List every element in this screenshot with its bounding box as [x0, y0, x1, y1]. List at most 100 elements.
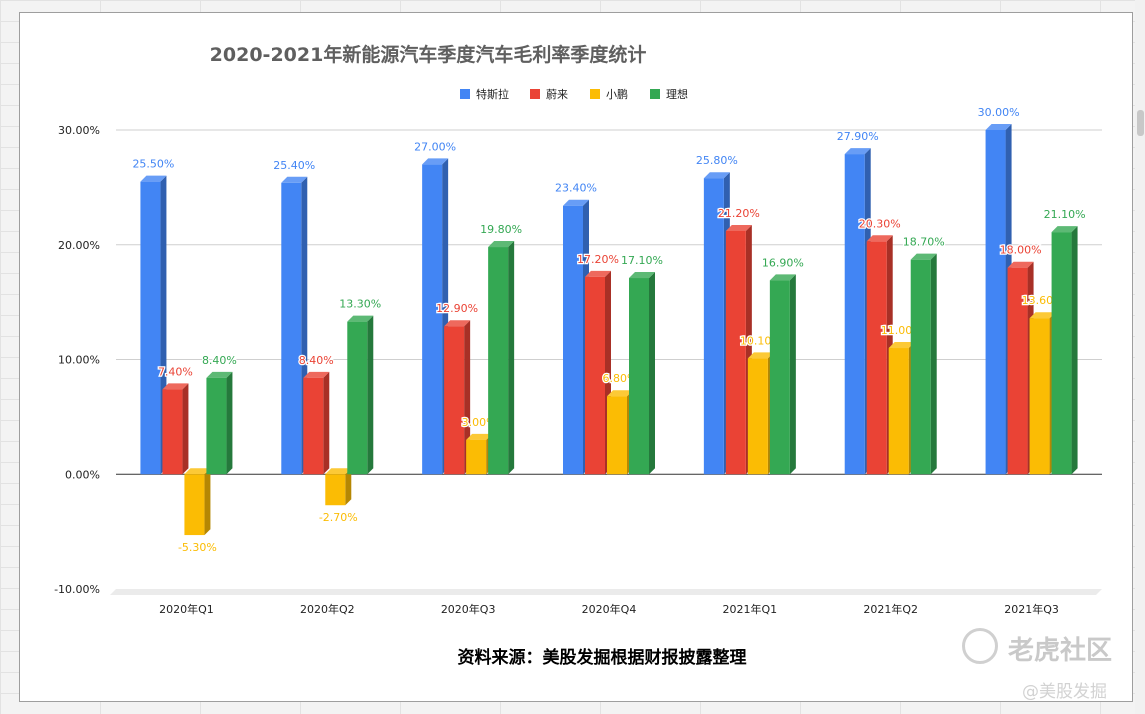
bar-top	[1007, 261, 1034, 268]
bar	[206, 377, 227, 475]
bar	[910, 259, 931, 475]
data-label: 17.10%	[621, 254, 663, 267]
legend-swatch	[460, 89, 470, 99]
bar-理想-2020年Q3: 19.80%	[479, 222, 523, 475]
data-label: 27.90%	[837, 130, 879, 143]
chart-legend: 特斯拉 蔚来 小鹏 理想	[460, 87, 688, 101]
bar-top	[563, 199, 589, 206]
chart-bars: 25.50% 7.40% -5.30% 8.40% 25.40% 8.40% -2.70% 1…	[131, 105, 1087, 556]
x-axis: 2020年Q1 2020年Q2 2020年Q3 2020年Q4 2021年Q1 2021年…	[159, 602, 1059, 616]
bar	[747, 358, 768, 475]
legend-label: 小鹏	[606, 88, 628, 101]
y-axis: 30.00% 20.00% 10.00% 0.00% -10.00%	[54, 124, 100, 596]
bar	[607, 396, 627, 475]
data-label: 8.40%	[299, 354, 334, 367]
bar-top	[281, 176, 308, 183]
data-label: -5.30%	[178, 541, 217, 554]
y-tick-label: 0.00%	[65, 468, 100, 481]
bar	[725, 230, 746, 475]
data-label: 8.40%	[202, 354, 237, 367]
bar-蔚来-2021年Q2: 20.30%	[857, 216, 902, 475]
bar	[866, 241, 887, 475]
data-label: 20.30%	[859, 217, 901, 230]
data-label: 21.10%	[1044, 208, 1086, 221]
bar-top	[325, 468, 352, 475]
bar-top	[162, 383, 189, 390]
bar	[281, 182, 302, 475]
chart-svg: 2020-2021年新能源汽车季度汽车毛利率季度统计 特斯拉 蔚来 小鹏 理想 30.…	[54, 43, 1102, 668]
bar-top	[488, 241, 515, 248]
bar-top	[303, 371, 330, 378]
bar-top	[347, 315, 374, 322]
bar-top	[585, 270, 611, 277]
data-label: 16.90%	[762, 256, 804, 269]
bar-top	[985, 124, 1012, 130]
bar	[488, 247, 509, 475]
data-label: 18.70%	[903, 236, 945, 249]
bar	[347, 321, 368, 475]
bar	[303, 377, 324, 475]
data-label: -2.70%	[319, 511, 358, 524]
bar-理想-2021年Q2: 18.70%	[901, 234, 946, 475]
bar	[888, 348, 909, 475]
bar	[140, 181, 161, 475]
watermark-handle: @美股发掘	[1022, 682, 1107, 702]
bar-top	[607, 390, 633, 397]
data-label: 12.90%	[436, 302, 478, 315]
bar-小鹏-2020年Q2: -2.70%	[318, 468, 359, 525]
bar	[629, 278, 649, 475]
bar-top	[703, 172, 730, 179]
bar	[466, 439, 487, 475]
bar	[1007, 267, 1028, 475]
bar-理想-2020年Q4: 17.10%	[620, 253, 664, 475]
data-label: 30.00%	[978, 106, 1020, 119]
bar-side	[1071, 226, 1078, 475]
x-tick-label: 2021年Q1	[723, 602, 778, 616]
x-tick-label: 2020年Q1	[159, 602, 214, 616]
watermark-brand: 老虎社区	[1008, 636, 1113, 666]
floor-plane	[110, 589, 1102, 595]
data-label: 21.20%	[718, 207, 760, 220]
bar-top	[725, 224, 752, 231]
bar-理想-2021年Q1: 16.90%	[761, 255, 805, 475]
bar-top	[629, 272, 655, 279]
y-tick-label: 10.00%	[58, 354, 100, 367]
vertical-scrollbar[interactable]	[1135, 0, 1145, 714]
scrollbar-thumb[interactable]	[1137, 110, 1144, 136]
bar-top	[466, 433, 493, 440]
legend-swatch	[530, 89, 540, 99]
data-label: 25.50%	[132, 158, 174, 171]
chart-title: 2020-2021年新能源汽车季度汽车毛利率季度统计	[210, 43, 647, 66]
bar-理想-2020年Q1: 8.40%	[201, 353, 238, 475]
bar	[985, 130, 1006, 475]
bar-蔚来-2020年Q2: 8.40%	[298, 353, 335, 475]
source-note: 资料来源：美股发掘根据财报披露整理	[458, 647, 747, 668]
bar-top	[422, 158, 449, 165]
legend-label: 蔚来	[546, 88, 568, 101]
bar-理想-2020年Q2: 13.30%	[338, 296, 383, 475]
bar-side	[367, 315, 374, 475]
bar-top	[866, 235, 893, 242]
legend-label: 特斯拉	[476, 87, 509, 101]
bar-top	[769, 274, 796, 281]
bar-top	[184, 468, 211, 475]
data-label: 25.40%	[273, 159, 315, 172]
bar	[1051, 232, 1072, 475]
bar-蔚来-2020年Q3: 12.90%	[435, 301, 479, 475]
bar-理想-2021年Q3: 21.10%	[1042, 207, 1087, 475]
bar-top	[844, 148, 871, 155]
bar-top	[140, 175, 167, 182]
bar	[1029, 318, 1050, 475]
x-tick-label: 2020年Q2	[300, 602, 355, 616]
bar-side	[226, 371, 233, 475]
bar	[703, 178, 724, 475]
chart-card[interactable]: 2020-2021年新能源汽车季度汽车毛利率季度统计 特斯拉 蔚来 小鹏 理想 30.…	[19, 12, 1133, 702]
bar-side	[789, 274, 796, 475]
bar-side	[182, 383, 189, 475]
bar-side	[508, 241, 515, 475]
bar-蔚来-2020年Q1: 7.40%	[157, 364, 194, 475]
data-label: 25.80%	[696, 154, 738, 167]
x-tick-label: 2020年Q3	[441, 602, 496, 616]
bar	[844, 154, 865, 475]
data-label: 17.20%	[577, 253, 619, 266]
